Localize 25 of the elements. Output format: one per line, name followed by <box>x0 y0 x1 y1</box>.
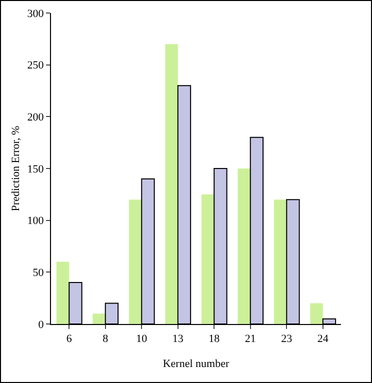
y-tick-label: 100 <box>27 215 44 228</box>
x-tick-label: 10 <box>136 333 148 346</box>
y-tick-label: 250 <box>27 60 44 72</box>
bar <box>92 314 106 324</box>
y-axis-title: Prediction Error, % <box>10 126 22 212</box>
x-tick-label: 13 <box>172 333 184 346</box>
bar <box>165 44 178 324</box>
x-axis-title: Kernel number <box>162 358 230 370</box>
bar <box>310 303 323 324</box>
y-tick-label: 200 <box>27 112 44 124</box>
y-tick-label: 0 <box>38 318 44 331</box>
bar <box>274 200 287 324</box>
x-tick-label: 24 <box>317 333 329 346</box>
bar <box>238 168 250 324</box>
y-tick-label: 150 <box>27 163 44 176</box>
y-tick-label: 300 <box>27 8 44 20</box>
bar <box>128 200 142 324</box>
x-tick-label: 6 <box>66 333 72 346</box>
bar <box>56 262 70 324</box>
x-tick-label: 23 <box>281 333 293 346</box>
bar <box>201 194 214 324</box>
x-tick-label: 8 <box>102 333 109 346</box>
y-tick-label: 50 <box>32 267 44 280</box>
x-tick-label: 21 <box>244 333 256 346</box>
x-tick-label: 18 <box>208 333 220 346</box>
